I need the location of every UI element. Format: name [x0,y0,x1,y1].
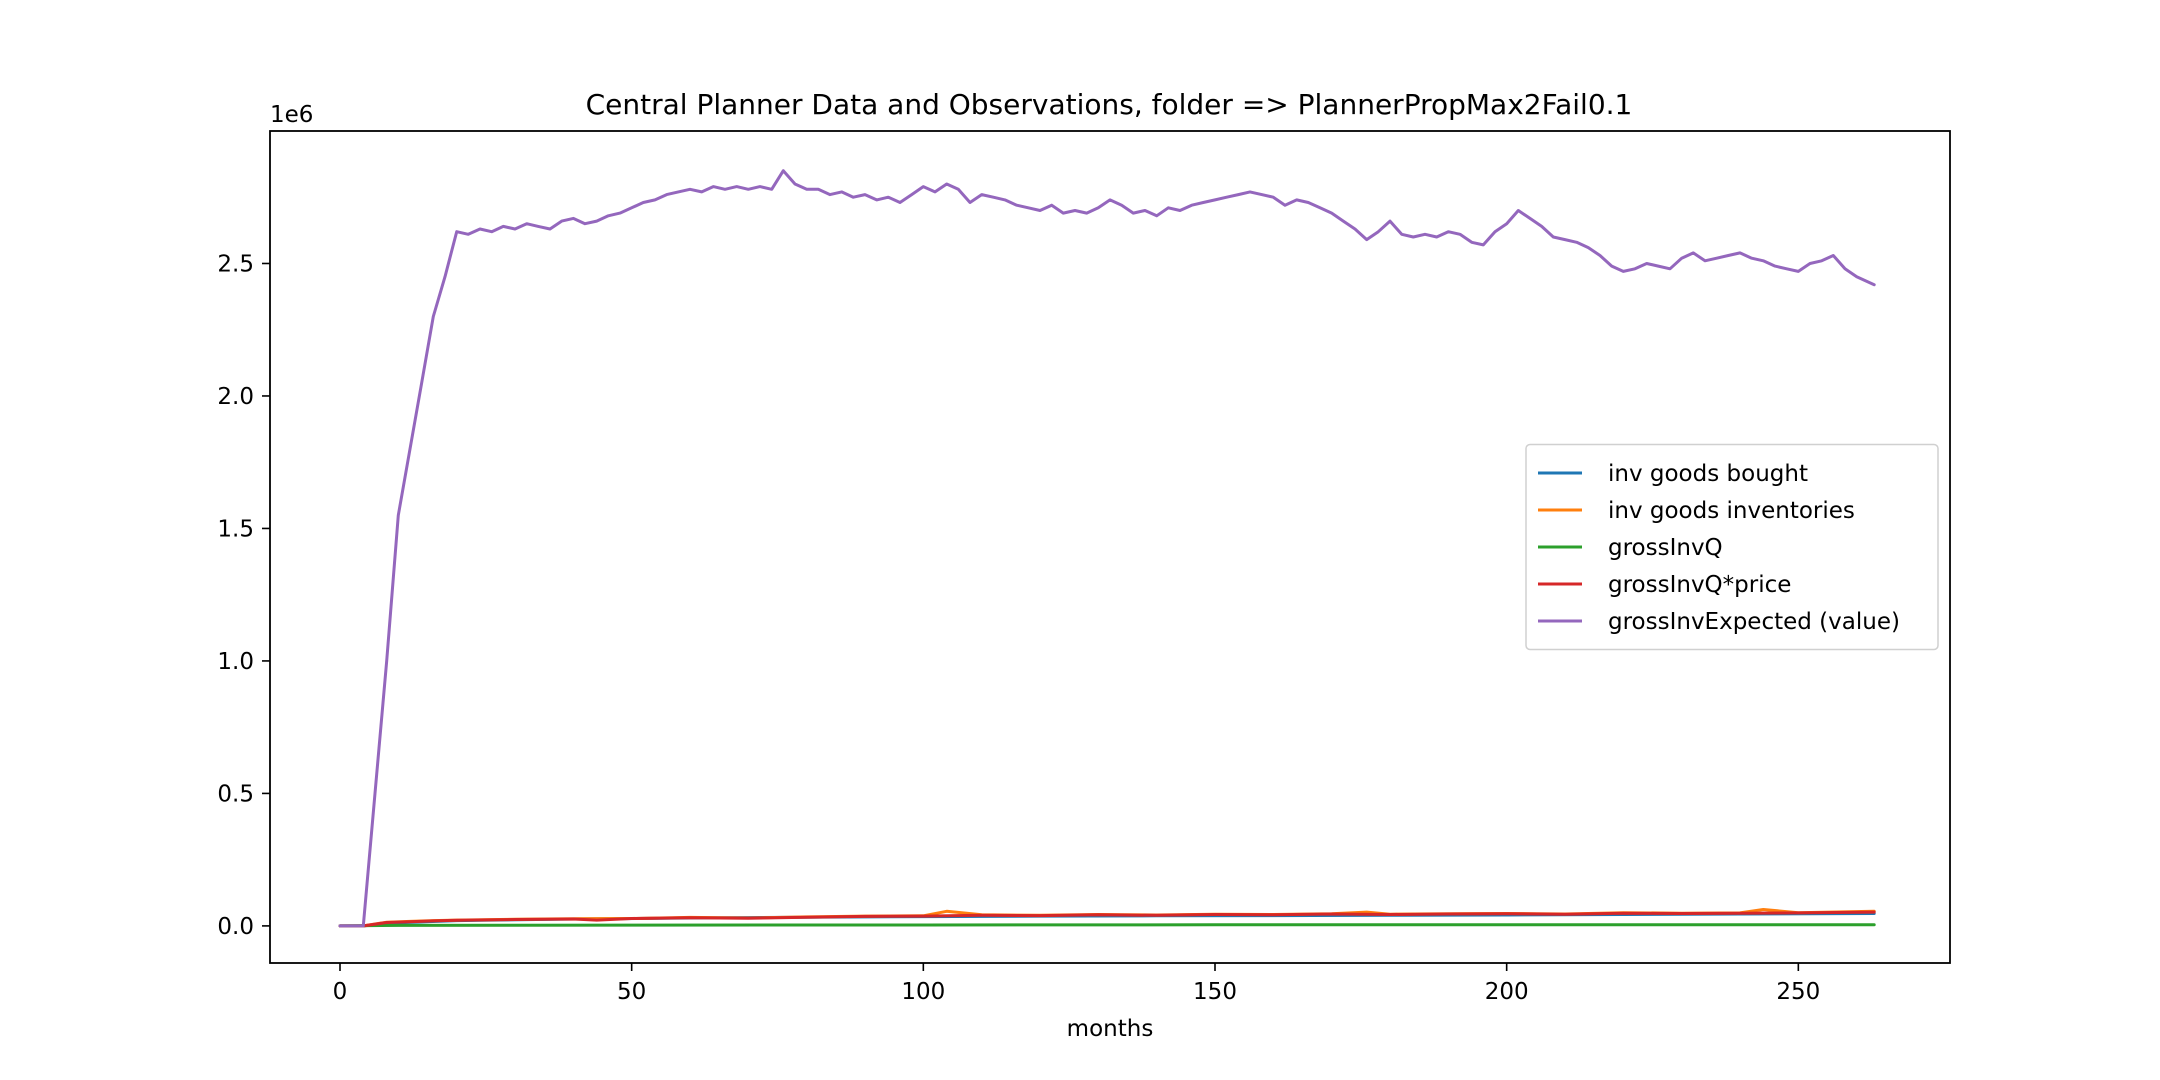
y-tick-label: 1.5 [217,516,254,542]
x-axis: 0 50 100 150 200 250 [333,963,1820,1005]
x-tick-label: 200 [1485,979,1529,1005]
x-tick-label: 0 [333,979,348,1005]
y-tick-label: 2.5 [217,251,254,277]
x-tick-label: 250 [1776,979,1820,1005]
legend-label: grossInvQ*price [1608,572,1791,598]
legend: inv goods bought inv goods inventories gro… [1525,443,1939,651]
x-tick-label: 150 [1193,979,1237,1005]
legend-label: grossInvExpected (value) [1608,609,1900,635]
plot-area-frame [269,130,1951,964]
x-axis-label: months [1067,1016,1154,1042]
chart-title: Central Planner Data and Observations, f… [586,88,1633,121]
y-tick-label: 0.0 [217,914,254,940]
y-tick-label: 1.0 [217,649,254,675]
x-tick-label: 100 [901,979,945,1005]
y-tick-label: 2.0 [217,384,254,410]
series-line-4 [338,910,1876,928]
legend-label: grossInvQ [1608,535,1723,561]
legend-label: inv goods bought [1608,461,1808,487]
y-axis-offset-label: 1e6 [270,102,313,128]
series-line-5 [338,169,1876,928]
x-tick-label: 50 [617,979,646,1005]
y-tick-label: 0.5 [217,781,254,807]
series-line-3 [338,923,1876,928]
y-axis: 0.0 0.5 1.0 1.5 2.0 2.5 [217,251,270,940]
series-layer [338,169,1876,928]
legend-label: inv goods inventories [1608,498,1855,524]
legend-box [1525,443,1939,651]
